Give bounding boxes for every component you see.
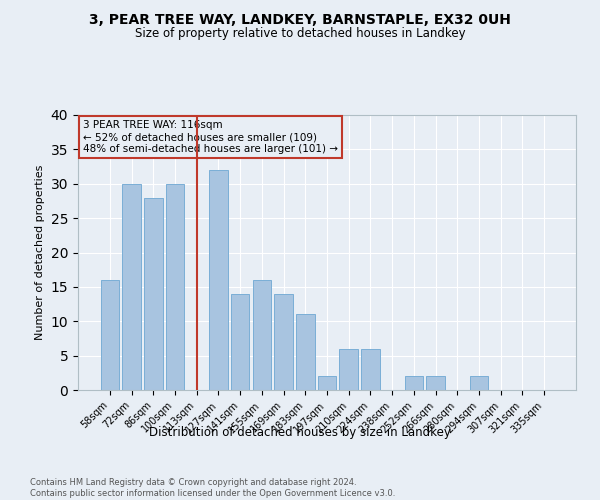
Bar xyxy=(122,184,141,390)
Y-axis label: Number of detached properties: Number of detached properties xyxy=(35,165,45,340)
Bar xyxy=(318,376,336,390)
Bar xyxy=(427,376,445,390)
Text: Distribution of detached houses by size in Landkey: Distribution of detached houses by size … xyxy=(149,426,451,439)
Text: 3 PEAR TREE WAY: 116sqm
← 52% of detached houses are smaller (109)
48% of semi-d: 3 PEAR TREE WAY: 116sqm ← 52% of detache… xyxy=(83,120,338,154)
Bar xyxy=(253,280,271,390)
Bar xyxy=(209,170,227,390)
Bar xyxy=(231,294,250,390)
Bar xyxy=(101,280,119,390)
Bar xyxy=(296,314,314,390)
Bar xyxy=(470,376,488,390)
Text: Size of property relative to detached houses in Landkey: Size of property relative to detached ho… xyxy=(134,28,466,40)
Bar xyxy=(166,184,184,390)
Bar xyxy=(340,349,358,390)
Text: Contains HM Land Registry data © Crown copyright and database right 2024.
Contai: Contains HM Land Registry data © Crown c… xyxy=(30,478,395,498)
Bar xyxy=(274,294,293,390)
Bar xyxy=(144,198,163,390)
Bar xyxy=(404,376,423,390)
Text: 3, PEAR TREE WAY, LANDKEY, BARNSTAPLE, EX32 0UH: 3, PEAR TREE WAY, LANDKEY, BARNSTAPLE, E… xyxy=(89,12,511,26)
Bar xyxy=(361,349,380,390)
